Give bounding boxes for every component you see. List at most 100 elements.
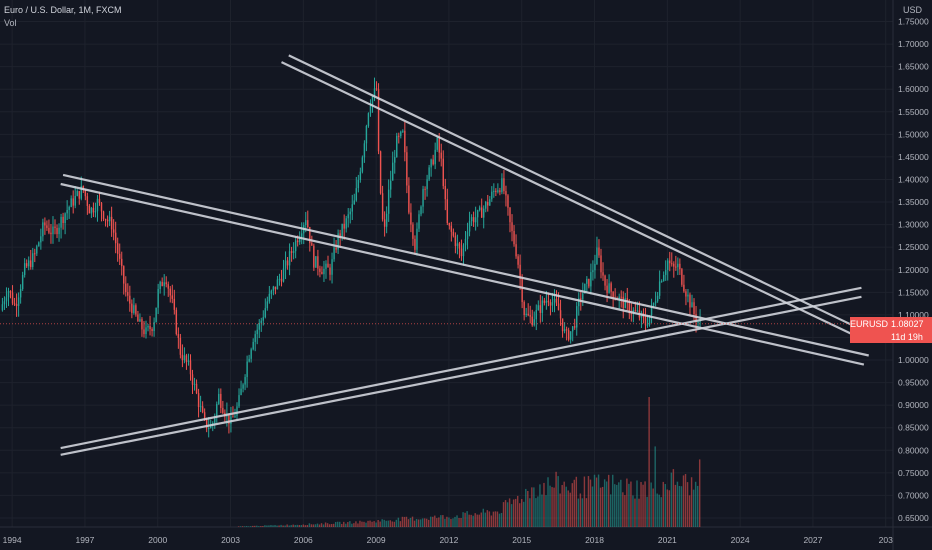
- candle-body: [112, 229, 115, 233]
- candle-body: [76, 191, 78, 196]
- candle-body: [116, 243, 119, 254]
- candle-body: [207, 428, 210, 430]
- candle-body: [464, 238, 467, 246]
- candle-body: [106, 219, 109, 222]
- y-tick-label: 0.75000: [898, 468, 929, 478]
- candle-body: [523, 301, 525, 316]
- candle-body: [157, 289, 159, 308]
- candle-body: [25, 263, 28, 267]
- candle-body: [48, 227, 50, 233]
- candle-body: [472, 217, 475, 223]
- time-axis[interactable]: 1994 1997 2000 2003 2006 2009 2012 2015 2018 2021…: [3, 535, 893, 545]
- candle-body: [288, 251, 291, 266]
- volume-bar: [494, 511, 497, 527]
- candle-body: [38, 242, 40, 247]
- candle-body: [155, 307, 157, 323]
- x-tick-label: 1994: [3, 535, 22, 545]
- candle-body: [507, 195, 509, 208]
- x-tick-label: 2012: [439, 535, 458, 545]
- candle-body: [691, 302, 693, 308]
- candle-body: [315, 256, 317, 268]
- candle-body: [102, 211, 105, 219]
- volume-bar: [419, 519, 422, 527]
- volume-bar: [648, 397, 650, 527]
- candle-body: [278, 278, 281, 280]
- y-tick-label: 0.80000: [898, 445, 929, 455]
- volume-bar: [334, 521, 337, 527]
- volume-bar: [401, 516, 404, 527]
- candle-body: [466, 231, 469, 239]
- y-tick-label: 1.30000: [898, 220, 929, 230]
- candle-body: [521, 278, 523, 302]
- candle-body: [501, 178, 503, 193]
- candle-body: [683, 284, 685, 292]
- candle-body: [325, 263, 327, 269]
- volume-bar: [557, 476, 559, 527]
- y-tick-label: 1.75000: [898, 17, 929, 27]
- candle-body: [294, 240, 297, 252]
- volume-bar: [456, 515, 458, 527]
- axis-currency-unit: USD: [902, 5, 922, 15]
- y-tick-label: 1.65000: [898, 62, 929, 72]
- candle-body: [343, 223, 345, 229]
- volume-bar: [603, 479, 606, 527]
- candle-body: [127, 292, 129, 296]
- volume-bar: [624, 495, 626, 527]
- candle-body: [185, 355, 188, 362]
- candle-body: [7, 291, 10, 298]
- candle-body: [181, 354, 184, 361]
- candle-body: [608, 283, 610, 293]
- candle-body: [497, 190, 499, 192]
- candle-body: [32, 253, 34, 267]
- candle-body: [385, 213, 388, 227]
- volume-bar: [529, 498, 531, 527]
- volume-indicator-label[interactable]: Vol: [4, 18, 17, 28]
- volume-bar: [581, 498, 584, 527]
- volume-bar: [239, 526, 242, 527]
- candle-body: [3, 301, 6, 305]
- candle-body: [135, 305, 137, 315]
- candle-body: [578, 298, 580, 307]
- y-tick-label: 1.15000: [898, 287, 929, 297]
- volume-bar: [670, 472, 673, 527]
- volume-bar: [486, 510, 489, 527]
- price-axis[interactable]: 1.75000 1.70000 1.65000 1.60000 1.55000 1.500…: [898, 17, 929, 524]
- candle-body: [260, 320, 262, 324]
- volume-bar: [462, 512, 464, 527]
- candle-body: [533, 319, 535, 326]
- candle-body: [163, 282, 165, 287]
- candle-body: [100, 202, 103, 212]
- volume-bar: [351, 523, 353, 527]
- volume-bar: [547, 477, 549, 527]
- volume-bar: [262, 525, 264, 527]
- candle-body: [418, 214, 420, 229]
- volume-bar: [343, 521, 345, 527]
- volume-bar: [314, 524, 317, 527]
- candle-body: [121, 258, 123, 267]
- trendlines[interactable]: [60, 54, 869, 456]
- volume-bar: [270, 525, 272, 527]
- candle-body: [416, 228, 418, 250]
- volume-bar: [541, 494, 543, 527]
- volume-bar: [577, 498, 580, 527]
- candle-body: [398, 135, 400, 137]
- candle-body: [246, 361, 248, 378]
- volume-bar: [458, 518, 460, 527]
- volume-bar: [506, 502, 509, 527]
- volume-bar: [543, 482, 545, 527]
- candle-body: [335, 247, 337, 250]
- volume-bar: [243, 526, 246, 527]
- candle-body: [537, 305, 540, 310]
- candle-body: [687, 294, 689, 297]
- x-tick-label: 2024: [731, 535, 750, 545]
- volume-bar: [290, 525, 292, 527]
- candle-body: [539, 305, 542, 313]
- y-tick-label: 0.65000: [898, 513, 929, 523]
- candle-body: [78, 191, 80, 199]
- volume-bar: [355, 521, 357, 527]
- candle-body: [478, 207, 481, 211]
- volume-bar: [237, 526, 240, 527]
- candle-body: [199, 406, 202, 408]
- candle-body: [15, 304, 18, 306]
